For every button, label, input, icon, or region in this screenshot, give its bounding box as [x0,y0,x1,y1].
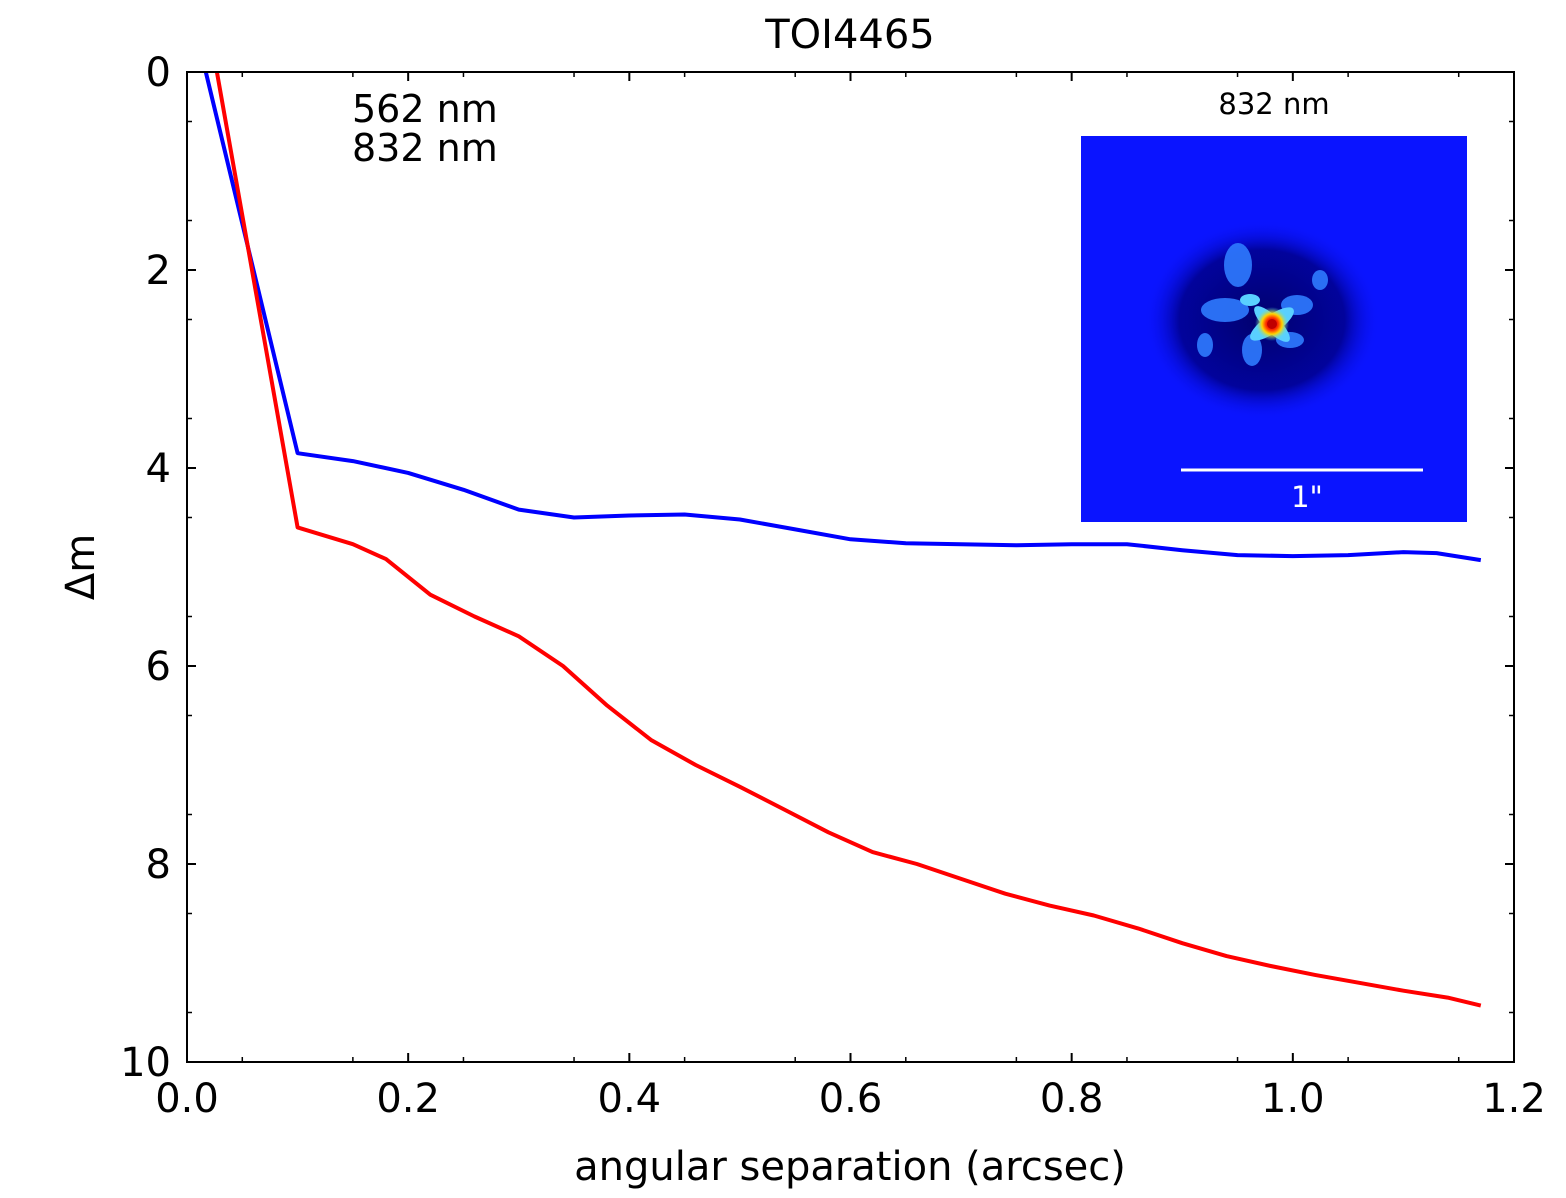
legend-entry-832nm: 832 nm [352,126,498,170]
inset-psf-peak [1267,319,1277,329]
legend-entry-562nm: 562 nm [352,87,498,131]
inset-scale-label: 1" [1291,480,1323,514]
y-axis-label: Δm [58,534,104,600]
series-line-832nm [214,71,1482,1008]
inset-image: 832 nm 1" [1081,87,1467,522]
x-tick-label: 1.2 [1482,1076,1546,1122]
x-tick-label: 1.0 [1261,1076,1325,1122]
y-tick-label: 10 [120,1040,171,1086]
series-line-562nm [203,71,1482,563]
x-tick-label: 0.0 [155,1076,219,1122]
y-tick-label: 6 [146,644,171,690]
ticks-layer: 0.0 0.2 0.4 0.6 0.8 1.0 1.2 0 2 4 6 8 10 [120,50,1546,1122]
plot-area: 0.0 0.2 0.4 0.6 0.8 1.0 1.2 0 2 4 6 8 10 [120,50,1546,1122]
x-axis-label: angular separation (arcsec) [574,1144,1126,1190]
x-tick-label: 0.8 [1040,1076,1104,1122]
x-tick-label: 0.4 [598,1076,662,1122]
x-tick-label: 0.6 [819,1076,883,1122]
series-layer [203,71,1482,1008]
y-tick-label: 2 [146,248,171,294]
chart-title: TOI4465 [764,12,935,58]
y-tick-label: 0 [146,50,171,96]
inset-title: 832 nm [1218,87,1329,121]
y-tick-label: 4 [146,446,171,492]
y-tick-label: 8 [146,842,171,888]
inset-speckles [1197,243,1328,366]
x-tick-label: 0.2 [376,1076,440,1122]
legend: 562 nm 832 nm [352,87,498,170]
